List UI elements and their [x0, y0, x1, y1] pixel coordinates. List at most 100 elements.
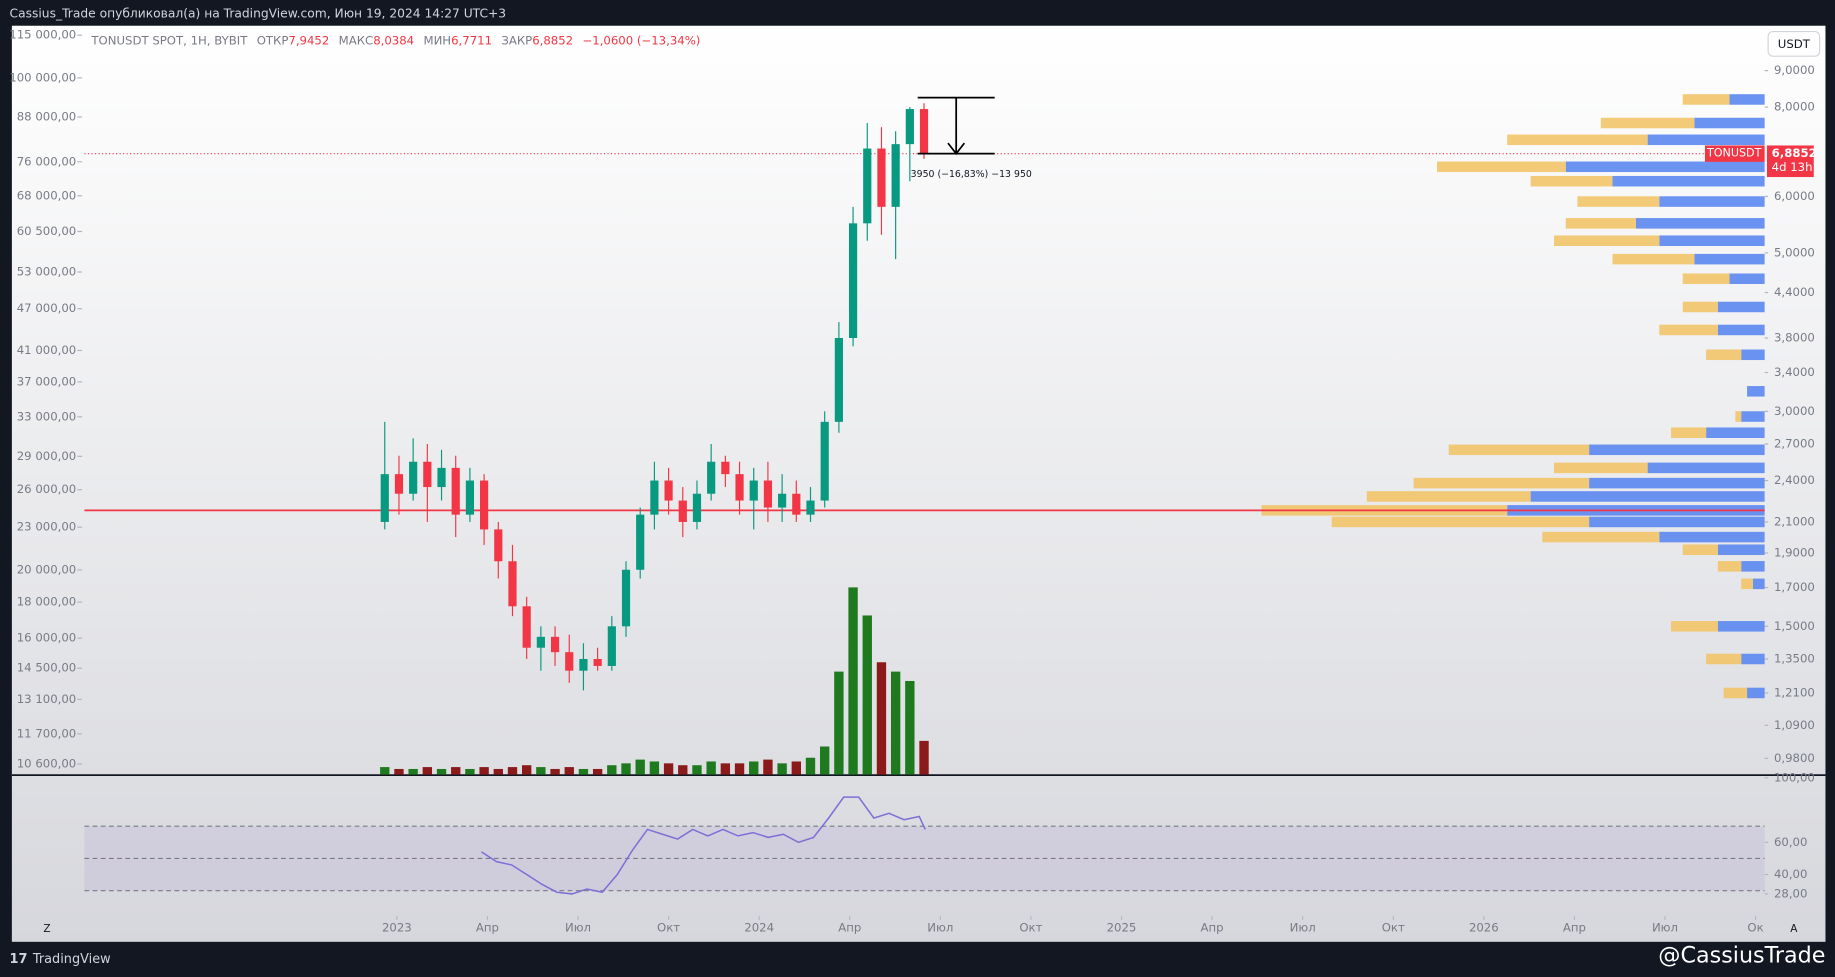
- candle-body: [621, 569, 631, 627]
- profile-down: [1554, 462, 1648, 474]
- volume-bar: [734, 763, 745, 775]
- rsi-tick-label: 28,00: [1774, 886, 1807, 900]
- volume-bar: [706, 761, 716, 775]
- candle-body: [565, 652, 574, 671]
- profile-down: [1735, 411, 1742, 422]
- candle-body: [778, 493, 787, 508]
- candle-body: [834, 338, 843, 422]
- candle-body: [394, 474, 404, 494]
- profile-down: [1671, 427, 1707, 438]
- profile-down: [1530, 175, 1613, 187]
- y2-tick-label: 16 000,00: [17, 631, 76, 645]
- profile-up: [1589, 444, 1765, 456]
- profile-up: [1589, 516, 1765, 528]
- candle-body: [863, 148, 872, 224]
- symbol-label: TONUSDT SPOT, 1H, BYBIT: [90, 33, 248, 47]
- profile-up: [1659, 531, 1765, 543]
- volume-bar: [578, 768, 589, 775]
- candle-body: [593, 658, 602, 666]
- profile-down: [1612, 253, 1695, 265]
- x-tick-label: Июл: [1652, 920, 1678, 934]
- profile-up: [1589, 477, 1765, 489]
- volume-bar: [521, 765, 532, 775]
- candle-body: [607, 626, 616, 666]
- currency-label[interactable]: USDT: [1778, 37, 1811, 51]
- y-tick-label: 9,0000: [1774, 63, 1815, 77]
- candle-body: [877, 148, 886, 207]
- y-tick-label: 1,3500: [1774, 651, 1815, 665]
- volume-bar: [862, 615, 872, 775]
- volume-bar: [507, 767, 518, 775]
- candle-body: [480, 480, 489, 530]
- profile-up: [1647, 134, 1765, 146]
- y-tick-label: 3,4000: [1774, 365, 1815, 379]
- profile-up: [1741, 349, 1765, 361]
- y2-tick-label: 37 000,00: [17, 374, 76, 388]
- y-tick-label: 1,7000: [1774, 580, 1815, 594]
- y2-tick-label: 14 500,00: [17, 661, 76, 675]
- legend-label: ЗАКР: [501, 33, 532, 47]
- profile-up: [1729, 273, 1765, 285]
- legend-value: 6,8852: [532, 33, 573, 47]
- top-bar: [0, 0, 1835, 26]
- candle-body: [636, 514, 645, 570]
- y-tick-label: 4,4000: [1774, 285, 1815, 299]
- volume-bar: [777, 763, 787, 775]
- y2-tick-label: 115 000,00: [9, 28, 76, 42]
- candle-body: [465, 480, 475, 515]
- y-tick-label: 1,5000: [1774, 619, 1815, 633]
- y2-tick-label: 20 000,00: [17, 562, 76, 576]
- x-tick-label: Ок: [1747, 920, 1763, 934]
- y2-tick-label: 11 700,00: [17, 726, 76, 740]
- y2-tick-label: 47 000,00: [17, 301, 76, 315]
- currency-button[interactable]: [1767, 31, 1821, 57]
- profile-up: [1530, 491, 1765, 502]
- legend-value: 7,9452: [288, 33, 329, 47]
- candle-body: [735, 474, 744, 501]
- volume-bar: [834, 671, 844, 775]
- y2-tick-label: 68 000,00: [17, 188, 76, 202]
- profile-down: [1437, 161, 1566, 173]
- profile-up: [1729, 94, 1765, 105]
- candle-body: [508, 561, 517, 607]
- y2-tick-label: 13 100,00: [17, 692, 76, 706]
- candle-body: [806, 500, 815, 515]
- logo: TradingView: [32, 952, 111, 967]
- y-tick-label: 6,0000: [1774, 189, 1815, 203]
- volume-bar: [876, 662, 887, 775]
- scale-button[interactable]: Z: [43, 923, 50, 935]
- y2-tick-label: 33 000,00: [17, 409, 76, 423]
- volume-bar: [451, 767, 461, 775]
- profile-down: [1600, 117, 1695, 129]
- y-tick-label: 2,4000: [1774, 473, 1815, 487]
- x-tick-label: Июл: [1290, 920, 1316, 934]
- volume-bar: [408, 768, 418, 775]
- volume-bar: [592, 768, 603, 775]
- volume-bar: [422, 767, 433, 775]
- candle-body: [437, 467, 446, 488]
- profile-up: [1741, 561, 1765, 572]
- volume-bar: [791, 761, 801, 775]
- profile-down: [1331, 516, 1590, 528]
- y-tick-label: 2,1000: [1774, 514, 1815, 528]
- legend-value: 6,7711: [451, 33, 492, 47]
- y2-tick-label: 29 000,00: [17, 449, 76, 463]
- volume-bar: [749, 761, 759, 775]
- candle-body: [380, 474, 389, 522]
- legend-label: ОТКР: [257, 33, 289, 47]
- x-tick-label: Окт: [1382, 920, 1405, 934]
- volume-bar: [465, 768, 475, 775]
- profile-up: [1717, 544, 1765, 556]
- profile-down: [1659, 324, 1718, 336]
- x-tick-label: Апр: [1563, 920, 1586, 934]
- price-tag-value: 6,8852: [1772, 146, 1817, 160]
- x-tick-label: Окт: [1019, 920, 1042, 934]
- scale-button[interactable]: A: [1790, 923, 1798, 935]
- profile-up: [1752, 578, 1765, 590]
- volume-bar: [550, 768, 560, 775]
- x-tick-label: 2023: [382, 920, 412, 934]
- volume-bar: [536, 767, 546, 775]
- profile-down: [1507, 134, 1648, 146]
- candle-body: [905, 109, 914, 145]
- profile-up: [1694, 253, 1765, 265]
